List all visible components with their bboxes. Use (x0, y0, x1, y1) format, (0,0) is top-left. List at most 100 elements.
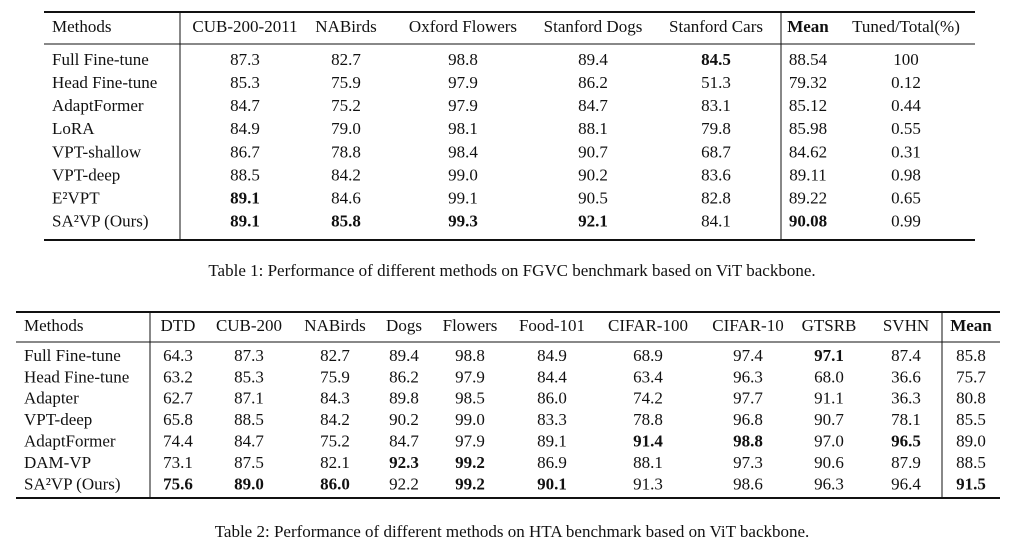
cell: 75.9 (331, 73, 361, 92)
cell: 0.12 (891, 73, 921, 92)
cell: 84.7 (234, 432, 264, 451)
cell: 91.3 (633, 474, 663, 493)
column-header: Methods (52, 17, 112, 36)
method-name: LoRA (52, 119, 95, 138)
cell: 0.31 (891, 142, 921, 161)
cell: 0.98 (891, 165, 921, 184)
cell: 88.54 (789, 50, 828, 69)
column-header: NABirds (304, 316, 365, 335)
column-header: Food-101 (519, 316, 585, 335)
method-name: AdaptFormer (24, 432, 116, 451)
cell: 99.3 (448, 212, 478, 231)
cell: 74.4 (163, 432, 193, 451)
cell: 75.7 (956, 367, 986, 386)
cell: 97.4 (733, 346, 763, 365)
cell: 98.6 (733, 474, 763, 493)
cell: 63.4 (633, 367, 663, 386)
cell: 62.7 (163, 389, 193, 408)
cell: 75.2 (331, 96, 361, 115)
cell: 100 (893, 50, 919, 69)
cell: 84.2 (320, 410, 350, 429)
cell: 97.9 (448, 73, 478, 92)
cell: 84.6 (331, 189, 361, 208)
column-header: GTSRB (802, 316, 857, 335)
cell: 36.6 (891, 367, 921, 386)
cell: 91.4 (633, 432, 663, 451)
cell: 96.8 (733, 410, 763, 429)
cell: 98.8 (733, 432, 763, 451)
cell: 87.3 (234, 346, 264, 365)
cell: 87.9 (891, 453, 921, 472)
cell: 75.6 (163, 474, 193, 493)
cell: 68.7 (701, 142, 731, 161)
method-name: DAM-VP (24, 453, 91, 472)
cell: 68.0 (814, 367, 844, 386)
cell: 86.2 (389, 367, 419, 386)
cell: 90.2 (389, 410, 419, 429)
cell: 87.3 (230, 50, 260, 69)
column-header: Flowers (443, 316, 498, 335)
cell: 85.98 (789, 119, 827, 138)
cell: 96.5 (891, 432, 921, 451)
caption: Table 2: Performance of different method… (215, 522, 810, 541)
method-name: VPT-deep (52, 165, 120, 184)
cell: 88.5 (234, 410, 264, 429)
cell: 0.65 (891, 189, 921, 208)
cell: 86.0 (537, 389, 567, 408)
cell: 84.7 (389, 432, 419, 451)
cell: 78.8 (633, 410, 663, 429)
cell: 97.9 (455, 432, 485, 451)
cell: 99.0 (448, 165, 478, 184)
cell: 90.7 (814, 410, 844, 429)
method-name: VPT-shallow (52, 142, 142, 161)
method-name: E²VPT (52, 189, 100, 208)
cell: 87.1 (234, 389, 264, 408)
cell: 89.1 (230, 212, 260, 231)
cell: 86.7 (230, 142, 260, 161)
column-header: Mean (950, 316, 992, 335)
cell: 96.3 (733, 367, 763, 386)
cell: 84.7 (578, 96, 608, 115)
cell: 86.9 (537, 453, 567, 472)
cell: 92.2 (389, 474, 419, 493)
cell: 97.1 (814, 346, 844, 365)
column-header: NABirds (315, 17, 376, 36)
method-name: Full Fine-tune (24, 346, 121, 365)
cell: 86.0 (320, 474, 350, 493)
cell: 83.1 (701, 96, 731, 115)
cell: 97.7 (733, 389, 763, 408)
cell: 79.8 (701, 119, 731, 138)
column-header: CIFAR-100 (608, 316, 688, 335)
method-name: Head Fine-tune (52, 73, 157, 92)
cell: 0.99 (891, 212, 921, 231)
cell: 91.5 (956, 474, 986, 493)
cell: 88.5 (230, 165, 260, 184)
cell: 89.22 (789, 189, 827, 208)
cell: 98.5 (455, 389, 485, 408)
cell: 85.3 (234, 367, 264, 386)
column-header: Dogs (386, 316, 422, 335)
cell: 90.6 (814, 453, 844, 472)
method-name: AdaptFormer (52, 96, 144, 115)
cell: 89.11 (789, 165, 827, 184)
cell: 85.3 (230, 73, 260, 92)
cell: 90.2 (578, 165, 608, 184)
column-header: CUB-200-2011 (192, 17, 297, 36)
cell: 88.5 (956, 453, 986, 472)
cell: 82.1 (320, 453, 350, 472)
cell: 51.3 (701, 73, 731, 92)
method-name: Head Fine-tune (24, 367, 129, 386)
cell: 90.08 (789, 212, 827, 231)
cell: 85.12 (789, 96, 827, 115)
cell: 84.62 (789, 142, 827, 161)
cell: 92.1 (578, 212, 608, 231)
column-header: CUB-200 (216, 316, 282, 335)
method-name: SA²VP (Ours) (24, 474, 121, 493)
cell: 85.8 (331, 212, 361, 231)
cell: 84.4 (537, 367, 567, 386)
cell: 98.4 (448, 142, 478, 161)
cell: 89.4 (578, 50, 608, 69)
column-header: SVHN (883, 316, 929, 335)
cell: 88.1 (578, 119, 608, 138)
